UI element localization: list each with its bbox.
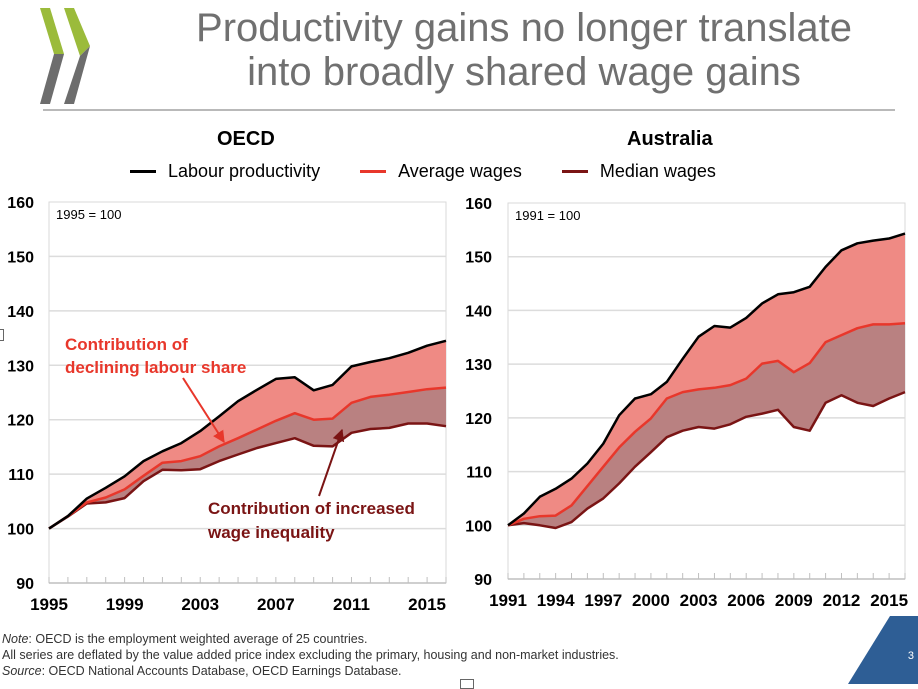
x-tick-label: 1995 bbox=[30, 595, 68, 614]
base-year-label: 1995 = 100 bbox=[56, 207, 121, 222]
y-tick-label: 130 bbox=[7, 358, 34, 375]
x-tick-label: 2000 bbox=[632, 591, 670, 610]
y-tick-label: 90 bbox=[16, 576, 34, 593]
x-tick-label: 1991 bbox=[489, 591, 527, 610]
y-tick-label: 140 bbox=[7, 304, 34, 321]
x-tick-label: 2009 bbox=[775, 591, 813, 610]
fill-band bbox=[49, 387, 446, 529]
legend-swatch bbox=[561, 169, 588, 173]
x-tick-label: 2011 bbox=[333, 595, 370, 614]
y-tick-label: 120 bbox=[7, 413, 34, 430]
note-line: Note: OECD is the employment weighted av… bbox=[2, 631, 619, 647]
x-tick-label: 2015 bbox=[870, 591, 908, 610]
x-tick-label: 2003 bbox=[680, 591, 718, 610]
annotation-arrow-inequality bbox=[318, 428, 345, 497]
chart-legend: Labour productivity Average wages Median… bbox=[130, 158, 756, 184]
edge-handle bbox=[460, 679, 474, 689]
x-tick-label: 2007 bbox=[257, 595, 295, 614]
y-tick-label: 110 bbox=[8, 467, 34, 484]
oecd-logo-icon bbox=[40, 8, 90, 104]
charts-area: 90 100 110 120 130 140 150 160 1995 1999 2003 2007 2… bbox=[7, 195, 908, 614]
y-tick-label: 160 bbox=[7, 195, 34, 212]
y-tick-label: 150 bbox=[465, 250, 492, 267]
legend-label: Average wages bbox=[398, 160, 522, 181]
x-tick-label: 2015 bbox=[408, 595, 446, 614]
series-line-median-wages bbox=[507, 390, 906, 530]
fill-band bbox=[508, 233, 905, 526]
source-line: Source: OECD National Accounts Database,… bbox=[2, 663, 619, 679]
australia-chart: 90 100 110 120 130 140 150 160 1991 1994 1997 2000 2… bbox=[465, 196, 908, 610]
source-label: Source bbox=[2, 664, 42, 678]
page-number: 3 bbox=[907, 650, 914, 662]
series-line-average-wages bbox=[48, 386, 447, 530]
title-divider bbox=[43, 109, 895, 111]
y-tick-label: 120 bbox=[465, 411, 492, 428]
annotation-inequality-line1: Contribution of increased bbox=[208, 499, 415, 518]
x-tick-label: 1997 bbox=[584, 591, 622, 610]
legend-item-median-wages: Median wages bbox=[561, 160, 716, 182]
annotation-inequality-line2: wage inequality bbox=[207, 523, 335, 542]
y-tick-label: 100 bbox=[465, 518, 492, 535]
y-tick-label: 160 bbox=[465, 196, 492, 213]
page-number-badge bbox=[848, 616, 918, 684]
note-label: Note bbox=[2, 632, 29, 646]
series-line-labour-productivity bbox=[48, 339, 447, 530]
annotation-labour-share-line1: Contribution of bbox=[65, 335, 188, 354]
series-line-average-wages bbox=[507, 322, 906, 527]
base-year-label: 1991 = 100 bbox=[515, 208, 580, 223]
footnotes: Note: OECD is the employment weighted av… bbox=[2, 631, 619, 679]
y-tick-label: 140 bbox=[465, 303, 492, 320]
annotation-labour-share-line2: declining labour share bbox=[65, 358, 246, 377]
x-tick-label: 1999 bbox=[106, 595, 144, 614]
legend-label: Labour productivity bbox=[168, 160, 321, 181]
slide-title: Productivity gains no longer translate i… bbox=[130, 6, 918, 94]
slide-title-line1: Productivity gains no longer translate bbox=[196, 6, 852, 50]
fill-band bbox=[508, 323, 905, 528]
annotation-arrow-labour-share bbox=[182, 377, 225, 444]
note-text: : OECD is the employment weighted averag… bbox=[28, 632, 368, 646]
y-tick-label: 150 bbox=[7, 249, 34, 266]
y-tick-label: 110 bbox=[466, 465, 492, 482]
slide-title-line2: into broadly shared wage gains bbox=[247, 50, 801, 94]
y-tick-label: 90 bbox=[474, 572, 492, 589]
legend-swatch bbox=[130, 169, 156, 173]
y-tick-label: 100 bbox=[7, 522, 34, 539]
oecd-chart: 90 100 110 120 130 140 150 160 1995 1999 2003 2007 2… bbox=[7, 195, 447, 614]
x-tick-label: 2006 bbox=[727, 591, 765, 610]
australia-chart-title: Australia bbox=[627, 128, 713, 150]
y-tick-label: 130 bbox=[465, 357, 492, 374]
x-tick-label: 2012 bbox=[823, 591, 861, 610]
legend-label: Median wages bbox=[599, 160, 716, 181]
legend-item-labour-productivity: Labour productivity bbox=[130, 161, 320, 182]
x-tick-label: 1994 bbox=[537, 591, 575, 610]
legend-item-average-wages: Average wages bbox=[360, 161, 522, 182]
fill-band bbox=[49, 340, 446, 529]
deflation-note: All series are deflated by the value add… bbox=[2, 648, 619, 662]
source-text: : OECD National Accounts Database, OECD … bbox=[41, 664, 402, 678]
legend-swatch bbox=[360, 169, 387, 173]
edge-handle bbox=[0, 329, 4, 341]
x-tick-label: 2003 bbox=[181, 595, 219, 614]
series-line-labour-productivity bbox=[507, 232, 906, 527]
series-line-median-wages bbox=[48, 422, 447, 530]
oecd-chart-title: OECD bbox=[217, 128, 275, 150]
